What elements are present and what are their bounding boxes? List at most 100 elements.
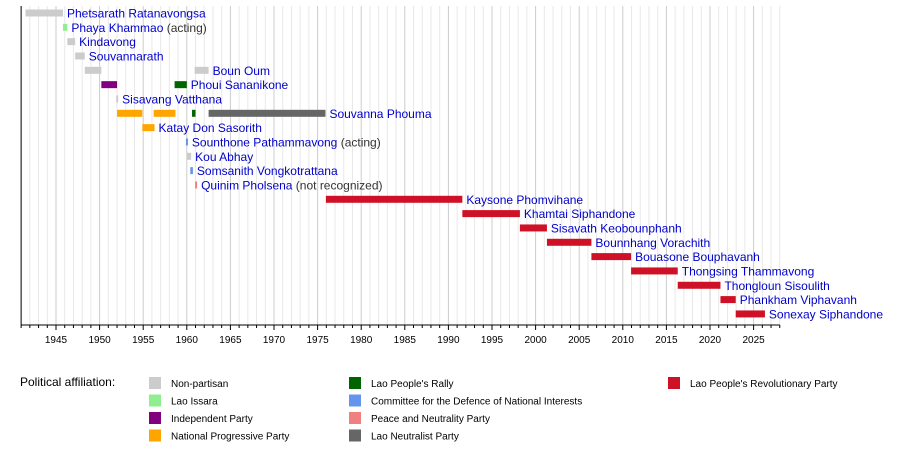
term-bar	[117, 109, 143, 117]
legend-swatch	[668, 377, 680, 389]
person-name-link[interactable]: Bounnhang Vorachith	[595, 236, 710, 250]
timeline-row: Kou Abhay	[186, 150, 253, 164]
term-bar	[62, 23, 68, 31]
row-note: (not recognized)	[292, 178, 382, 192]
person-name-link[interactable]: Thongloun Sisoulith	[724, 279, 829, 293]
row-label: Bouasone Bouphavanh	[635, 250, 760, 264]
legend-item: Lao People's Revolutionary Party	[668, 377, 838, 390]
row-label: Sounthone Pathammavong (acting)	[192, 135, 381, 149]
row-label: Kindavong	[79, 35, 136, 49]
row-note: (acting)	[163, 21, 206, 35]
legend-label: Peace and Neutrality Party	[371, 414, 490, 425]
row-label: Boun Oum	[213, 64, 270, 78]
person-name-link[interactable]: Phoui Sananikone	[191, 78, 289, 92]
legend-item: Committee for the Defence of National In…	[349, 394, 582, 408]
term-bar	[174, 81, 187, 89]
legend-label: Lao Neutralist Party	[371, 432, 459, 443]
row-label: Souvanna Phouma	[329, 107, 431, 121]
legend-label: Lao People's Revolutionary Party	[690, 379, 838, 390]
timeline-row: Sisavang Vatthana	[116, 92, 222, 106]
person-name-link[interactable]: Phaya Khammao	[71, 21, 163, 35]
timeline-row: Phetsarath Ratanavongsa	[25, 7, 206, 21]
legend-item: National Progressive Party	[149, 429, 289, 443]
x-axis: 1945 1950 1955 1960 1965 1970 1975 1980 1985 1990…	[20, 6, 781, 346]
person-name-link[interactable]: Souvanna Phouma	[329, 107, 431, 121]
x-tick-label: 2010	[612, 335, 635, 346]
timeline-row: Bouasone Bouphavanh	[591, 250, 760, 264]
timeline-row: Thongloun Sisoulith	[677, 279, 830, 293]
legend-label: Independent Party	[171, 414, 253, 425]
legend-label: Committee for the Defence of National In…	[371, 397, 582, 408]
row-label: Kou Abhay	[195, 150, 253, 164]
person-name-link[interactable]: Katay Don Sasorith	[159, 121, 262, 135]
timeline-row: Phankham Viphavanh	[720, 293, 857, 307]
timeline-row: Phoui Sananikone	[101, 78, 289, 92]
legend-label: National Progressive Party	[171, 432, 289, 443]
person-name-link[interactable]: Sonexay Siphandone	[769, 307, 883, 321]
row-label: Thongloun Sisoulith	[724, 279, 829, 293]
person-name-link[interactable]: Somsanith Vongkotrattana	[197, 164, 338, 178]
person-name-link[interactable]: Sisavath Keobounphanh	[551, 221, 682, 235]
person-name-link[interactable]: Kindavong	[79, 35, 136, 49]
legend-title: Political affiliation:	[20, 375, 115, 389]
person-name-link[interactable]: Boun Oum	[213, 64, 270, 78]
term-bar	[677, 281, 721, 289]
term-bar	[142, 124, 155, 132]
term-bar	[735, 310, 765, 318]
person-name-link[interactable]: Souvannarath	[89, 49, 164, 63]
timeline-row: Souvannarath	[75, 49, 164, 63]
person-name-link[interactable]: Quinim Pholsena	[201, 178, 293, 192]
timeline-row: Boun Oum	[84, 64, 270, 78]
term-bar	[462, 210, 520, 218]
legend-swatch	[149, 412, 161, 424]
person-name-link[interactable]: Thongsing Thammavong	[682, 264, 815, 278]
legend: Political affiliation: Non-partisan Lao I…	[20, 375, 838, 443]
row-label: Quinim Pholsena (not recognized)	[201, 178, 382, 192]
timeline-row: Sounthone Pathammavong (acting)	[185, 135, 381, 149]
term-bar	[186, 152, 192, 160]
term-bar	[195, 181, 198, 189]
person-name-link[interactable]: Khamtai Siphandone	[524, 207, 636, 221]
person-name-link[interactable]: Sisavang Vatthana	[122, 92, 222, 106]
term-bar	[720, 296, 736, 304]
legend-item: Independent Party	[149, 412, 253, 425]
person-name-link[interactable]: Phetsarath Ratanavongsa	[67, 7, 206, 21]
x-tick-label: 2020	[699, 335, 722, 346]
row-label: Souvannarath	[89, 49, 164, 63]
timeline-row: Kindavong	[67, 35, 136, 49]
legend-swatch	[349, 429, 361, 442]
x-tick-label: 1985	[394, 335, 417, 346]
x-tick-label: 1990	[437, 335, 460, 346]
person-name-link[interactable]: Kou Abhay	[195, 150, 253, 164]
row-label: Phoui Sananikone	[191, 78, 289, 92]
legend-swatch	[349, 394, 361, 407]
row-label: Phetsarath Ratanavongsa	[67, 7, 206, 21]
x-tick-label: 1970	[263, 335, 286, 346]
row-label: Katay Don Sasorith	[159, 121, 262, 135]
legend-item: Lao Neutralist Party	[349, 429, 459, 443]
timeline-row: Phaya Khammao (acting)	[62, 21, 207, 35]
legend-item: Peace and Neutrality Party	[349, 412, 490, 425]
term-bar	[185, 138, 188, 146]
x-tick-label: 1960	[176, 335, 199, 346]
term-bar	[591, 253, 632, 261]
term-bar	[75, 52, 85, 60]
person-name-link[interactable]: Bouasone Bouphavanh	[635, 250, 760, 264]
person-name-link[interactable]: Kaysone Phomvihane	[466, 193, 583, 207]
person-name-link[interactable]: Sounthone Pathammavong	[192, 135, 337, 149]
row-label: Thongsing Thammavong	[682, 264, 815, 278]
row-note: (acting)	[337, 135, 380, 149]
legend-item: Lao People's Rally	[349, 377, 454, 390]
row-label: Kaysone Phomvihane	[466, 193, 583, 207]
person-name-link[interactable]: Phankham Viphavanh	[740, 293, 857, 307]
term-bar	[101, 81, 118, 89]
term-bar	[192, 109, 196, 117]
legend-label: Lao Issara	[171, 397, 218, 408]
x-tick-label: 1980	[350, 335, 373, 346]
timeline-row: Kaysone Phomvihane	[325, 193, 583, 207]
term-bar	[325, 195, 463, 203]
term-bar	[116, 95, 119, 103]
timeline-row: Somsanith Vongkotrattana	[190, 164, 338, 178]
legend-swatch	[149, 394, 161, 407]
